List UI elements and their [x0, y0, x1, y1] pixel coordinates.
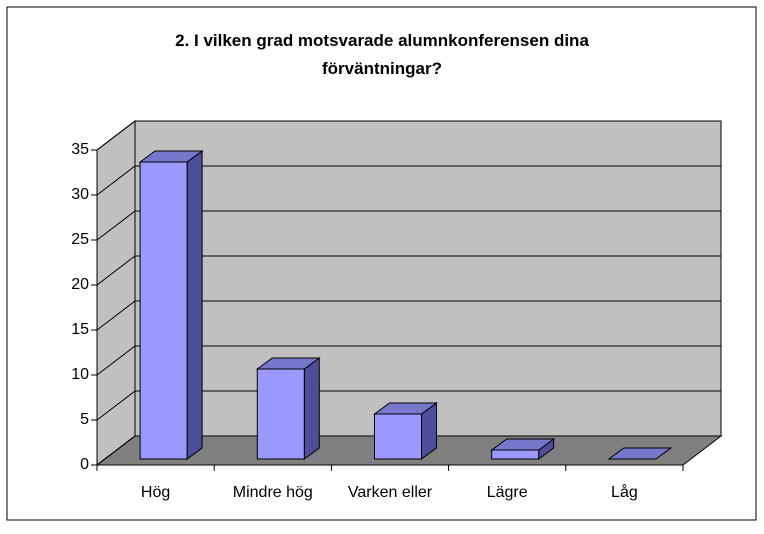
bar-front — [491, 449, 540, 460]
bar-side — [186, 150, 203, 460]
y-tick-label: 15 — [71, 321, 89, 338]
x-tick-label: Hög — [141, 484, 170, 501]
y-tick-label: 20 — [71, 276, 89, 293]
x-tick-label: Låg — [611, 483, 638, 501]
bar-top — [607, 447, 673, 460]
bar-front — [256, 368, 305, 460]
grid-line — [96, 120, 721, 151]
bar — [138, 150, 204, 460]
x-tick-label: Mindre hög — [233, 484, 313, 501]
chart-title: 2. I vilken grad motsvarade alumnkonfere… — [175, 31, 589, 78]
bar — [255, 357, 321, 460]
x-tick-label: Varken eller — [348, 484, 433, 501]
y-tick-label: 25 — [71, 231, 89, 248]
grid-line — [96, 165, 721, 196]
bar — [607, 447, 673, 460]
grid-line — [96, 210, 721, 241]
x-tick-label: Lägre — [487, 484, 528, 501]
y-tick-label: 10 — [71, 366, 89, 383]
grid-line — [96, 435, 721, 466]
grid-line — [96, 390, 721, 421]
y-tick-label: 5 — [80, 411, 89, 428]
y-tick-label: 35 — [71, 141, 89, 158]
bar — [372, 402, 439, 460]
bar-side — [303, 357, 320, 460]
y-tick-label: 30 — [71, 186, 89, 203]
y-tick-label: 0 — [80, 456, 89, 473]
grid-line — [96, 300, 721, 331]
bar-front — [139, 161, 188, 460]
side-wall — [96, 119, 136, 467]
back-wall — [134, 120, 722, 437]
bar — [490, 438, 556, 460]
grid-line — [96, 345, 721, 376]
grid-line — [96, 255, 721, 286]
bar-front — [374, 413, 422, 460]
